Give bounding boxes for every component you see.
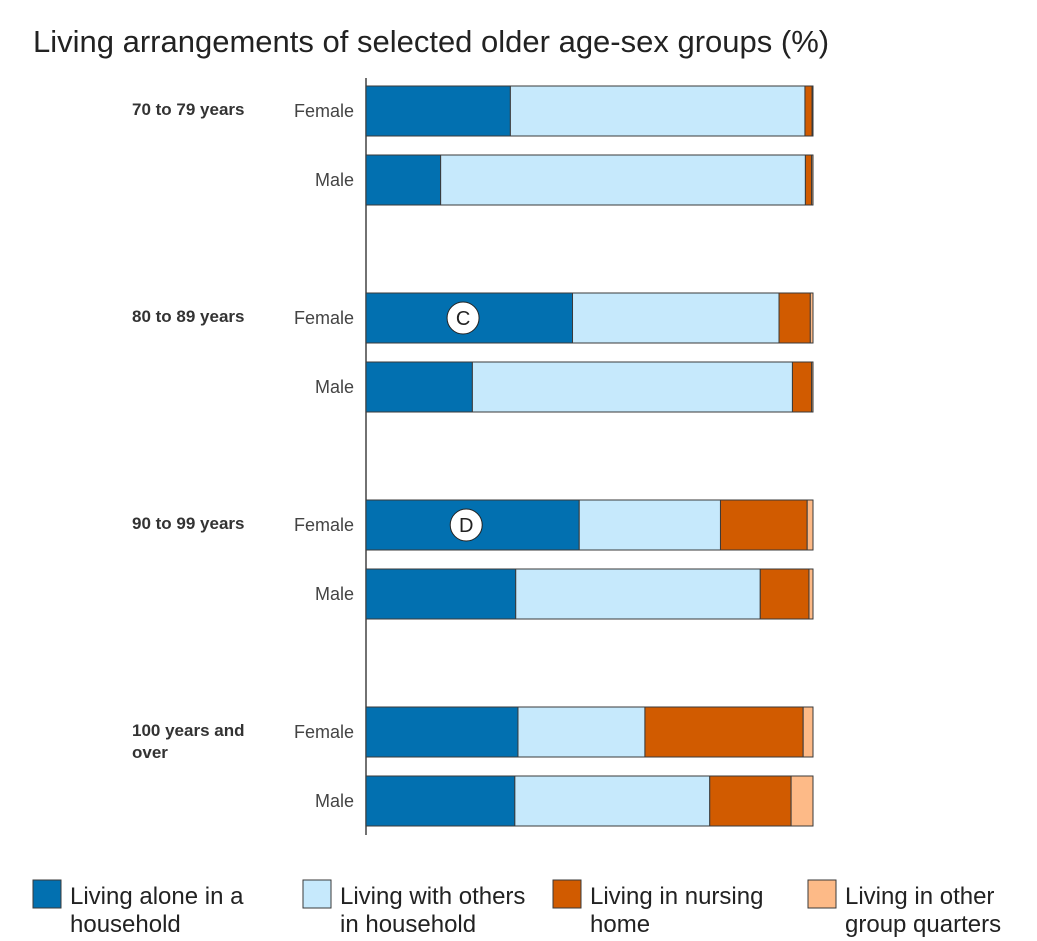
chart-title: Living arrangements of selected older ag… <box>33 24 829 59</box>
marker-circle <box>446 301 480 335</box>
bar-segment <box>517 706 646 758</box>
bar-segment <box>515 568 761 620</box>
bar-segment <box>811 154 814 206</box>
bar-segment <box>811 85 814 137</box>
bar-category-label: Female <box>294 722 354 742</box>
bar-segment <box>811 361 814 413</box>
group-label: 90 to 99 years <box>132 514 244 533</box>
legend-entry: Living alone in a household <box>70 883 244 938</box>
bar-segment <box>759 568 810 620</box>
bar-category-label: Male <box>315 791 354 811</box>
bar-segment <box>365 154 442 206</box>
marker-circle <box>449 508 483 542</box>
bar-segment <box>471 361 793 413</box>
bar-segment <box>778 292 811 344</box>
bar-category-label: Female <box>294 515 354 535</box>
bar-segment <box>806 499 814 551</box>
bar-category-label: Female <box>294 101 354 121</box>
bar-segment <box>365 706 519 758</box>
bar-segment <box>804 85 813 137</box>
bar-segment <box>440 154 806 206</box>
bar-segment <box>808 568 814 620</box>
legend-swatch <box>302 879 332 909</box>
bar-segment <box>719 499 808 551</box>
bar-segment <box>365 361 473 413</box>
legend-entry: Living with others in household <box>340 883 525 938</box>
legend: Living alone in a household Living with ot… <box>32 879 1001 938</box>
bar-segment <box>578 499 721 551</box>
bar-category-label: Female <box>294 308 354 328</box>
bar-segment <box>365 568 517 620</box>
marker-label: D <box>459 515 473 537</box>
bar-segment <box>790 775 814 827</box>
marker-label: C <box>456 308 470 330</box>
group-label: 100 years and over <box>132 721 244 762</box>
legend-swatch <box>32 879 62 909</box>
bar-segment <box>804 154 813 206</box>
bar-segment <box>644 706 804 758</box>
bar-segment <box>365 85 511 137</box>
legend-swatch <box>552 879 582 909</box>
bar-category-label: Male <box>315 377 354 397</box>
bar-segment <box>365 775 516 827</box>
bar-segment <box>709 775 792 827</box>
labels-layer: 70 to 79 years Female Male 80 to 89 years Fe… <box>132 100 354 811</box>
bar-segment <box>802 706 814 758</box>
bar-category-label: Male <box>315 170 354 190</box>
group-label: 80 to 89 years <box>132 307 244 326</box>
legend-entry: Living in nursing home <box>590 883 763 938</box>
legend-swatch <box>807 879 837 909</box>
bar-segment <box>809 292 814 344</box>
bar-segment <box>572 292 780 344</box>
bar-category-label: Male <box>315 584 354 604</box>
legend-entry: Living in other group quarters <box>845 883 1001 938</box>
group-label: 70 to 79 years <box>132 100 244 119</box>
bar-segment <box>514 775 711 827</box>
bar-segment <box>509 85 806 137</box>
bar-segment <box>791 361 813 413</box>
bars-layer: CD <box>365 85 814 827</box>
